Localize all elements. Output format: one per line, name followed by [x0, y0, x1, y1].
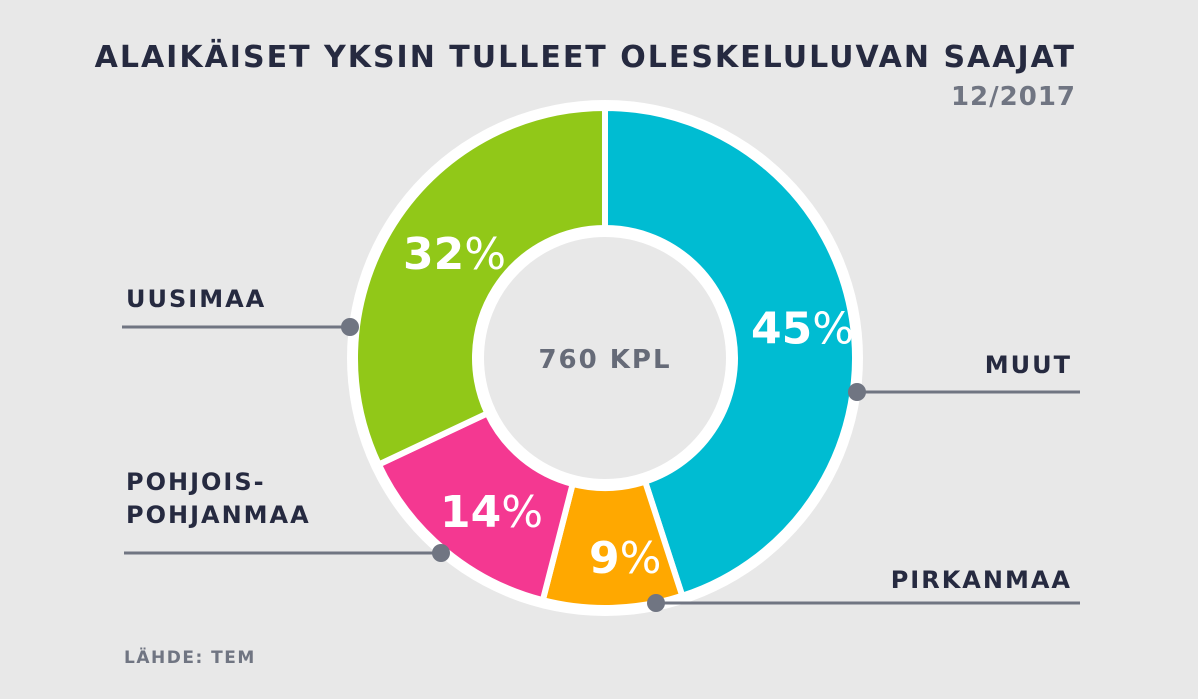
chart-subtitle: 12/2017 [950, 82, 1076, 112]
chart-title: ALAIKÄISET YKSIN TULLEET OLESKELULUVAN S… [94, 40, 1076, 75]
category-label-pirkanmaa: PIRKANMAA [891, 566, 1072, 594]
pct-label-pohjois-pohjanmaa: 14% [440, 487, 543, 538]
connector-dot-uusimaa [341, 318, 359, 336]
connector-dot-pirkanmaa [647, 594, 665, 612]
connector-dot-pohjois-pohjanmaa [432, 544, 450, 562]
category-label-pohjois-pohjanmaa: POHJOIS-POHJANMAA [126, 468, 311, 529]
category-label-uusimaa: UUSIMAA [126, 285, 266, 313]
pct-label-uusimaa: 32% [403, 229, 506, 280]
pct-label-muut: 45% [751, 304, 854, 355]
slice-muut [602, 104, 858, 600]
donut-hole [478, 231, 732, 485]
connector-dot-muut [848, 383, 866, 401]
source-note: LÄHDE: TEM [124, 648, 256, 668]
category-label-muut: MUUT [985, 351, 1072, 379]
center-total-label: 760 KPL [538, 345, 671, 375]
pct-label-pirkanmaa: 9% [589, 533, 661, 584]
